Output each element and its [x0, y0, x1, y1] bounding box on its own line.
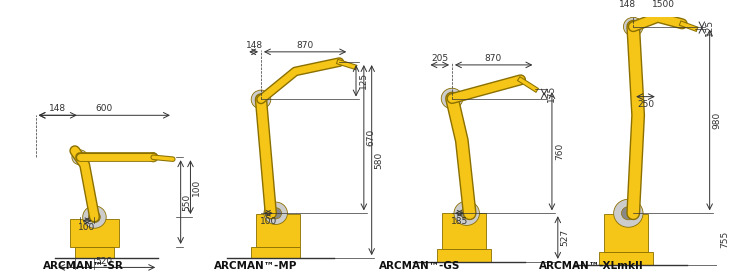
Circle shape	[270, 208, 282, 219]
Text: 100: 100	[78, 223, 95, 232]
Text: 600: 600	[96, 104, 113, 113]
Bar	[251, 247, 300, 258]
Bar	[437, 249, 491, 262]
Circle shape	[614, 199, 643, 227]
Text: 980: 980	[712, 111, 721, 129]
Bar	[75, 247, 114, 258]
Circle shape	[621, 207, 635, 220]
Text: 550: 550	[182, 193, 191, 211]
Text: 100: 100	[260, 217, 277, 226]
Text: 520: 520	[96, 256, 113, 265]
Text: 185: 185	[451, 217, 469, 226]
Text: 175: 175	[547, 85, 556, 102]
Text: 100: 100	[193, 179, 201, 196]
Circle shape	[82, 206, 106, 228]
Text: 755: 755	[721, 230, 729, 248]
Bar	[604, 214, 648, 251]
Text: 1500: 1500	[652, 0, 675, 9]
Circle shape	[148, 153, 158, 162]
Circle shape	[447, 94, 457, 103]
Circle shape	[461, 208, 472, 219]
Text: 148: 148	[619, 0, 636, 9]
Text: 148: 148	[245, 41, 263, 50]
Text: 148: 148	[49, 104, 66, 113]
Bar	[70, 219, 119, 247]
Text: ARCMAN™-XLmkII: ARCMAN™-XLmkII	[539, 261, 644, 271]
Text: ARCMAN™-GS: ARCMAN™-GS	[379, 261, 461, 271]
Circle shape	[256, 95, 266, 104]
Text: 760: 760	[555, 143, 564, 160]
Text: 870: 870	[485, 54, 502, 63]
Text: 670: 670	[366, 129, 376, 146]
Circle shape	[72, 150, 88, 165]
Circle shape	[88, 211, 100, 223]
Circle shape	[454, 201, 480, 225]
Circle shape	[76, 153, 84, 161]
Text: ARCMAN™-MP: ARCMAN™-MP	[214, 261, 297, 271]
Text: 527: 527	[561, 229, 569, 246]
Circle shape	[441, 88, 463, 109]
Bar	[442, 213, 486, 249]
Circle shape	[251, 90, 271, 109]
Text: ARCMAN™-SR: ARCMAN™-SR	[43, 261, 124, 271]
Circle shape	[629, 22, 638, 31]
Bar	[256, 214, 300, 247]
Text: 205: 205	[431, 54, 449, 63]
Circle shape	[264, 202, 288, 225]
Text: 250: 250	[637, 100, 655, 109]
Text: 580: 580	[374, 151, 384, 169]
Text: 125: 125	[704, 19, 714, 36]
Bar	[599, 251, 653, 265]
Circle shape	[623, 17, 643, 36]
Text: 125: 125	[359, 72, 368, 89]
Text: 870: 870	[296, 41, 314, 50]
